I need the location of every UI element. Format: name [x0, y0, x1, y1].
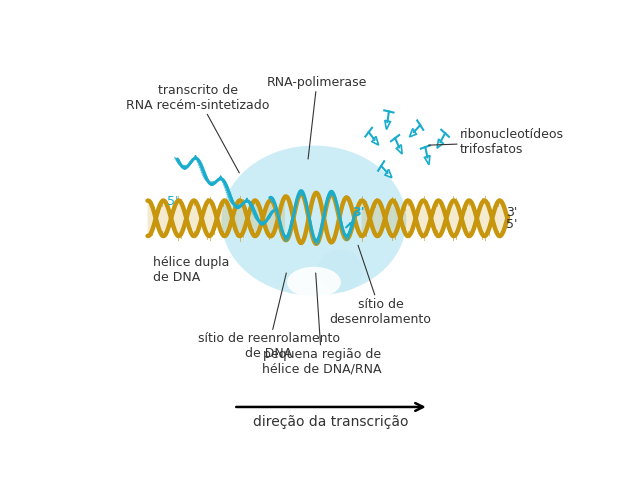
- Polygon shape: [270, 197, 285, 240]
- Text: pequena região de
hélice de DNA/RNA: pequena região de hélice de DNA/RNA: [262, 273, 381, 376]
- Polygon shape: [392, 201, 408, 236]
- Text: ribonucleotídeos
trifosfatos: ribonucleotídeos trifosfatos: [429, 128, 564, 156]
- Text: hélice dupla
de DNA: hélice dupla de DNA: [154, 256, 230, 284]
- Polygon shape: [194, 201, 208, 236]
- Text: 5': 5': [506, 218, 518, 231]
- Ellipse shape: [222, 145, 406, 296]
- Polygon shape: [178, 201, 194, 236]
- Polygon shape: [255, 201, 270, 236]
- Polygon shape: [484, 201, 499, 236]
- Ellipse shape: [287, 267, 341, 298]
- Text: transcrito de
RNA recém-sintetizado: transcrito de RNA recém-sintetizado: [127, 83, 270, 173]
- Text: direção da transcrição: direção da transcrição: [253, 415, 409, 429]
- Polygon shape: [453, 201, 469, 236]
- Polygon shape: [163, 201, 178, 236]
- Polygon shape: [209, 201, 224, 236]
- Polygon shape: [361, 201, 377, 236]
- Text: 3': 3': [506, 206, 518, 219]
- Polygon shape: [423, 201, 438, 236]
- Polygon shape: [438, 201, 453, 236]
- Polygon shape: [499, 201, 508, 236]
- Text: 5': 5': [167, 195, 179, 208]
- Text: RNA-polimerase: RNA-polimerase: [267, 76, 367, 159]
- Ellipse shape: [317, 249, 363, 292]
- Polygon shape: [147, 201, 163, 236]
- Polygon shape: [224, 201, 239, 236]
- Text: sítio de
desenrolamento: sítio de desenrolamento: [329, 246, 431, 326]
- Polygon shape: [469, 201, 484, 236]
- Text: 3': 3': [352, 206, 365, 219]
- Polygon shape: [239, 201, 255, 236]
- Polygon shape: [408, 201, 422, 236]
- Text: sítio de reenrolamento
de DNA: sítio de reenrolamento de DNA: [197, 273, 340, 360]
- Polygon shape: [377, 201, 392, 236]
